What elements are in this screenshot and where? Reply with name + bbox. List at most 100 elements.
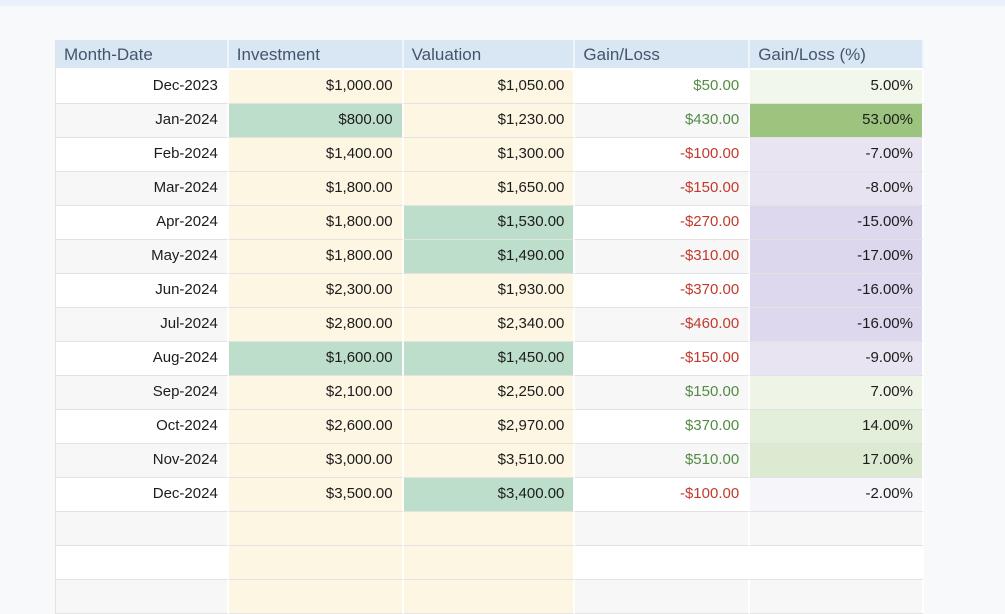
cell-month-date[interactable]: Jun-2024	[56, 274, 229, 308]
cell-gain-loss-pct[interactable]: -8.00%	[750, 172, 924, 206]
cell-month-date[interactable]: May-2024	[56, 240, 229, 274]
cell-month-date[interactable]: Dec-2024	[56, 478, 229, 512]
cell-gain-loss-pct[interactable]: -17.00%	[750, 240, 924, 274]
cell-gain-loss-pct[interactable]: -16.00%	[750, 308, 924, 342]
cell-investment[interactable]: $1,800.00	[228, 206, 404, 240]
investment-table: Month-Date Investment Valuation Gain/Los…	[55, 40, 924, 614]
cell-valuation[interactable]: $1,930.00	[403, 274, 576, 308]
table-row: Jan-2024 $800.00 $1,230.00 $430.00 53.00%	[56, 104, 924, 138]
cell-month-date[interactable]: Nov-2024	[56, 444, 229, 478]
cell-gain-loss[interactable]: -$150.00	[575, 172, 751, 206]
table-row	[56, 580, 924, 614]
cell-gain-loss-pct[interactable]: -9.00%	[750, 342, 924, 376]
cell-month-date[interactable]: Aug-2024	[56, 342, 229, 376]
cell-gain-loss[interactable]: -$310.00	[575, 240, 751, 274]
cell-gain-loss[interactable]: -$100.00	[575, 478, 751, 512]
table-row: Aug-2024 $1,600.00 $1,450.00 -$150.00 -9.00%	[56, 342, 924, 376]
cell-gain-loss[interactable]: -$270.00	[575, 206, 751, 240]
table-row: Nov-2024 $3,000.00 $3,510.00 $510.00 17.00%	[56, 444, 924, 478]
cell-gain-loss-pct[interactable]: 7.00%	[750, 376, 924, 410]
cell-investment[interactable]	[228, 546, 404, 580]
column-header-investment[interactable]: Investment	[228, 40, 404, 70]
cell-gain-loss[interactable]	[575, 580, 751, 614]
cell-gain-loss[interactable]: -$100.00	[575, 138, 751, 172]
cell-investment[interactable]: $2,600.00	[228, 410, 404, 444]
cell-investment[interactable]: $3,500.00	[228, 478, 404, 512]
cell-gain-loss-pct[interactable]: 5.00%	[750, 70, 924, 104]
cell-valuation[interactable]: $1,490.00	[403, 240, 576, 274]
cell-month-date[interactable]: Jan-2024	[56, 104, 229, 138]
table-row: Mar-2024 $1,800.00 $1,650.00 -$150.00 -8.00%	[56, 172, 924, 206]
cell-gain-loss[interactable]: $430.00	[575, 104, 751, 138]
cell-investment[interactable]: $1,000.00	[228, 70, 404, 104]
cell-gain-loss[interactable]: $150.00	[575, 376, 751, 410]
column-header-valuation[interactable]: Valuation	[403, 40, 576, 70]
cell-month-date[interactable]	[56, 546, 229, 580]
cell-investment[interactable]: $1,400.00	[228, 138, 404, 172]
cell-gain-loss-pct[interactable]: 17.00%	[750, 444, 924, 478]
cell-gain-loss-pct[interactable]: -16.00%	[750, 274, 924, 308]
table-row: Apr-2024 $1,800.00 $1,530.00 -$270.00 -15.00…	[56, 206, 924, 240]
cell-month-date[interactable]: Mar-2024	[56, 172, 229, 206]
table-row: Sep-2024 $2,100.00 $2,250.00 $150.00 7.00%	[56, 376, 924, 410]
cell-gain-loss-pct[interactable]: 14.00%	[750, 410, 924, 444]
cell-gain-loss-pct[interactable]	[750, 580, 924, 614]
cell-investment[interactable]: $2,100.00	[228, 376, 404, 410]
cell-valuation[interactable]: $1,450.00	[403, 342, 576, 376]
cell-gain-loss-pct[interactable]: 53.00%	[750, 104, 924, 138]
cell-gain-loss-pct[interactable]: -15.00%	[750, 206, 924, 240]
cell-gain-loss-pct[interactable]	[750, 512, 924, 546]
cell-investment[interactable]: $1,600.00	[228, 342, 404, 376]
cell-month-date[interactable]: Sep-2024	[56, 376, 229, 410]
cell-gain-loss[interactable]: -$150.00	[575, 342, 751, 376]
column-header-month-date[interactable]: Month-Date	[56, 40, 229, 70]
cell-month-date[interactable]: Oct-2024	[56, 410, 229, 444]
cell-valuation[interactable]: $1,650.00	[403, 172, 576, 206]
table-body: Dec-2023 $1,000.00 $1,050.00 $50.00 5.00% Jan…	[56, 70, 924, 614]
cell-month-date[interactable]: Jul-2024	[56, 308, 229, 342]
cell-investment[interactable]	[228, 580, 404, 614]
cell-gain-loss[interactable]: -$370.00	[575, 274, 751, 308]
cell-gain-loss[interactable]: -$460.00	[575, 308, 751, 342]
column-header-gain-loss[interactable]: Gain/Loss	[575, 40, 751, 70]
table-row: Jun-2024 $2,300.00 $1,930.00 -$370.00 -16.00…	[56, 274, 924, 308]
cell-valuation[interactable]	[403, 580, 576, 614]
cell-gain-loss-pct[interactable]: -2.00%	[750, 478, 924, 512]
cell-valuation[interactable]	[403, 512, 576, 546]
cell-gain-loss-pct[interactable]: -7.00%	[750, 138, 924, 172]
cell-valuation[interactable]: $3,400.00	[403, 478, 576, 512]
top-accent-band	[0, 0, 1005, 6]
cell-investment[interactable]: $2,800.00	[228, 308, 404, 342]
cell-valuation[interactable]: $2,970.00	[403, 410, 576, 444]
cell-month-date[interactable]	[56, 512, 229, 546]
table-row: May-2024 $1,800.00 $1,490.00 -$310.00 -17.00…	[56, 240, 924, 274]
cell-investment[interactable]	[228, 512, 404, 546]
cell-month-date[interactable]	[56, 580, 229, 614]
cell-investment[interactable]: $1,800.00	[228, 240, 404, 274]
cell-month-date[interactable]: Feb-2024	[56, 138, 229, 172]
cell-valuation[interactable]: $1,300.00	[403, 138, 576, 172]
cell-investment[interactable]: $2,300.00	[228, 274, 404, 308]
cell-gain-loss[interactable]	[575, 512, 751, 546]
cell-investment[interactable]: $3,000.00	[228, 444, 404, 478]
cell-gain-loss[interactable]: $370.00	[575, 410, 751, 444]
cell-valuation[interactable]: $1,050.00	[403, 70, 576, 104]
cell-gain-loss[interactable]: $50.00	[575, 70, 751, 104]
table-header-row: Month-Date Investment Valuation Gain/Los…	[56, 40, 924, 70]
cell-gain-loss[interactable]	[575, 546, 751, 580]
column-header-gain-loss-pct[interactable]: Gain/Loss (%)	[750, 40, 924, 70]
cell-gain-loss-pct[interactable]	[750, 546, 924, 580]
table-row: Dec-2024 $3,500.00 $3,400.00 -$100.00 -2.00%	[56, 478, 924, 512]
cell-valuation[interactable]: $1,530.00	[403, 206, 576, 240]
cell-investment[interactable]: $800.00	[228, 104, 404, 138]
cell-valuation[interactable]	[403, 546, 576, 580]
cell-valuation[interactable]: $2,340.00	[403, 308, 576, 342]
table-row: Jul-2024 $2,800.00 $2,340.00 -$460.00 -16.00…	[56, 308, 924, 342]
cell-month-date[interactable]: Apr-2024	[56, 206, 229, 240]
cell-investment[interactable]: $1,800.00	[228, 172, 404, 206]
cell-valuation[interactable]: $1,230.00	[403, 104, 576, 138]
cell-month-date[interactable]: Dec-2023	[56, 70, 229, 104]
cell-valuation[interactable]: $3,510.00	[403, 444, 576, 478]
cell-gain-loss[interactable]: $510.00	[575, 444, 751, 478]
cell-valuation[interactable]: $2,250.00	[403, 376, 576, 410]
